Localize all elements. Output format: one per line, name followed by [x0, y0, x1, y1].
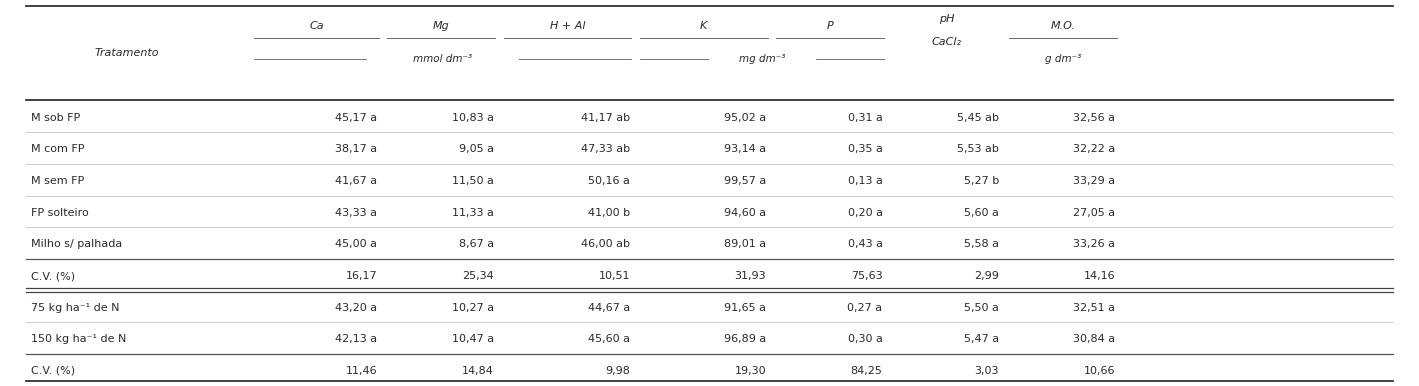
Text: 10,51: 10,51: [599, 271, 630, 281]
Text: 5,45 ab: 5,45 ab: [956, 113, 999, 123]
Text: 38,17 a: 38,17 a: [335, 144, 377, 154]
Text: 8,67 a: 8,67 a: [458, 239, 494, 249]
Text: 94,60 a: 94,60 a: [724, 208, 766, 218]
Text: 0,20 a: 0,20 a: [847, 208, 883, 218]
Text: C.V. (%): C.V. (%): [31, 271, 75, 281]
Text: M.O.: M.O.: [1050, 21, 1076, 31]
Text: 0,30 a: 0,30 a: [847, 334, 883, 344]
Text: 0,43 a: 0,43 a: [847, 239, 883, 249]
Text: 45,17 a: 45,17 a: [335, 113, 377, 123]
Text: 0,13 a: 0,13 a: [847, 176, 883, 186]
Text: Tratamento: Tratamento: [94, 48, 159, 58]
Text: 43,33 a: 43,33 a: [335, 208, 377, 218]
Text: 95,02 a: 95,02 a: [724, 113, 766, 123]
Text: 11,46: 11,46: [346, 366, 377, 376]
Text: 150 kg ha⁻¹ de N: 150 kg ha⁻¹ de N: [31, 334, 126, 344]
Text: M com FP: M com FP: [31, 144, 85, 154]
Text: 33,26 a: 33,26 a: [1073, 239, 1115, 249]
Text: 2,99: 2,99: [973, 271, 999, 281]
Text: 5,50 a: 5,50 a: [964, 303, 999, 313]
Text: pH: pH: [939, 14, 954, 24]
Text: 30,84 a: 30,84 a: [1073, 334, 1115, 344]
Text: 0,35 a: 0,35 a: [847, 144, 883, 154]
Text: 19,30: 19,30: [735, 366, 766, 376]
Text: M sob FP: M sob FP: [31, 113, 81, 123]
Text: 31,93: 31,93: [735, 271, 766, 281]
Text: Mg: Mg: [433, 21, 450, 31]
Text: 25,34: 25,34: [463, 271, 494, 281]
Text: 5,60 a: 5,60 a: [964, 208, 999, 218]
Text: 91,65 a: 91,65 a: [724, 303, 766, 313]
Text: Ca: Ca: [309, 21, 324, 31]
Text: P: P: [827, 21, 833, 31]
Text: 14,16: 14,16: [1084, 271, 1115, 281]
Text: 93,14 a: 93,14 a: [724, 144, 766, 154]
Text: 10,66: 10,66: [1084, 366, 1115, 376]
Text: 3,03: 3,03: [975, 366, 999, 376]
Text: 11,33 a: 11,33 a: [451, 208, 494, 218]
Text: 33,29 a: 33,29 a: [1073, 176, 1115, 186]
Text: M sem FP: M sem FP: [31, 176, 85, 186]
Text: 42,13 a: 42,13 a: [335, 334, 377, 344]
Text: 45,60 a: 45,60 a: [587, 334, 630, 344]
Text: 75,63: 75,63: [851, 271, 883, 281]
Text: 45,00 a: 45,00 a: [335, 239, 377, 249]
Text: 32,22 a: 32,22 a: [1073, 144, 1115, 154]
Text: 16,17: 16,17: [346, 271, 377, 281]
Text: H + Al: H + Al: [549, 21, 586, 31]
Text: 5,47 a: 5,47 a: [964, 334, 999, 344]
Text: 5,27 b: 5,27 b: [964, 176, 999, 186]
Text: CaCl₂: CaCl₂: [931, 37, 962, 47]
Text: 46,00 ab: 46,00 ab: [580, 239, 630, 249]
Text: 0,27 a: 0,27 a: [847, 303, 883, 313]
Text: 10,27 a: 10,27 a: [451, 303, 494, 313]
Text: 84,25: 84,25: [851, 366, 883, 376]
Text: 9,05 a: 9,05 a: [458, 144, 494, 154]
Text: 14,84: 14,84: [463, 366, 494, 376]
Text: 44,67 a: 44,67 a: [587, 303, 630, 313]
Text: 75 kg ha⁻¹ de N: 75 kg ha⁻¹ de N: [31, 303, 119, 313]
Text: 50,16 a: 50,16 a: [587, 176, 630, 186]
Text: 99,57 a: 99,57 a: [724, 176, 766, 186]
Text: 5,53 ab: 5,53 ab: [956, 144, 999, 154]
Text: 5,58 a: 5,58 a: [964, 239, 999, 249]
Text: Milho s/ palhada: Milho s/ palhada: [31, 239, 122, 249]
Text: 10,83 a: 10,83 a: [451, 113, 494, 123]
Text: 41,67 a: 41,67 a: [335, 176, 377, 186]
Text: 10,47 a: 10,47 a: [451, 334, 494, 344]
Text: 96,89 a: 96,89 a: [724, 334, 766, 344]
Text: 47,33 ab: 47,33 ab: [580, 144, 630, 154]
Text: 43,20 a: 43,20 a: [335, 303, 377, 313]
Text: 32,56 a: 32,56 a: [1073, 113, 1115, 123]
Text: FP solteiro: FP solteiro: [31, 208, 89, 218]
Text: 11,50 a: 11,50 a: [451, 176, 494, 186]
Text: g dm⁻³: g dm⁻³: [1044, 54, 1081, 64]
Text: C.V. (%): C.V. (%): [31, 366, 75, 376]
Text: 9,98: 9,98: [604, 366, 630, 376]
Text: mg dm⁻³: mg dm⁻³: [739, 54, 785, 64]
Text: K: K: [700, 21, 708, 31]
Text: 0,31 a: 0,31 a: [847, 113, 883, 123]
Text: 41,17 ab: 41,17 ab: [580, 113, 630, 123]
Text: 27,05 a: 27,05 a: [1073, 208, 1115, 218]
Text: mmol⁣ dm⁻³: mmol⁣ dm⁻³: [413, 54, 473, 64]
Text: 89,01 a: 89,01 a: [724, 239, 766, 249]
Text: 32,51 a: 32,51 a: [1073, 303, 1115, 313]
Text: 41,00 b: 41,00 b: [587, 208, 630, 218]
